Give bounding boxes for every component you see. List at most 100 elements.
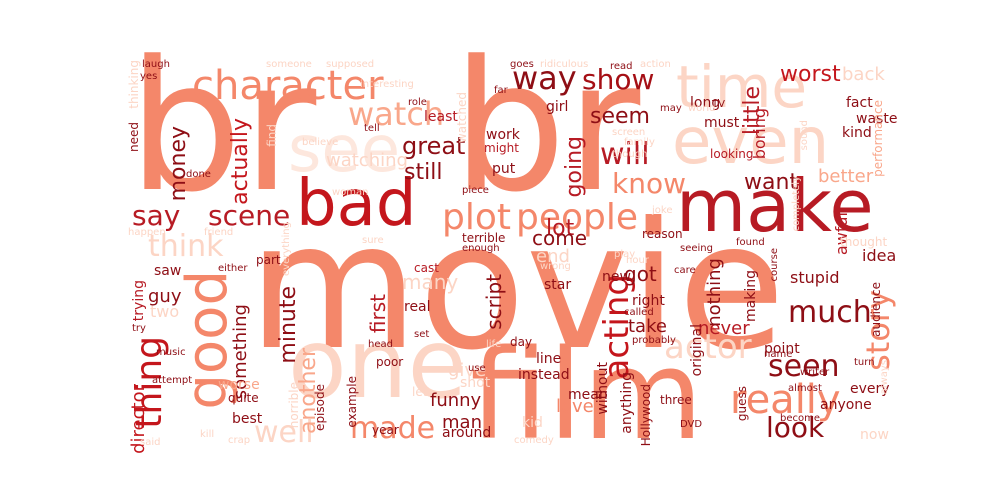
word: see	[288, 113, 401, 187]
word: kid	[522, 415, 543, 431]
word: either	[218, 263, 248, 274]
word: far	[494, 85, 508, 96]
word: need	[127, 122, 141, 152]
word: made	[350, 411, 436, 446]
word: read	[610, 61, 633, 72]
word: happen	[128, 227, 166, 238]
word: want	[744, 170, 799, 195]
word: right	[632, 293, 665, 309]
word: guess	[735, 386, 749, 422]
word: girl	[546, 99, 569, 115]
word: thought	[840, 235, 888, 249]
word: supposed	[326, 59, 375, 70]
word: horrible	[287, 382, 301, 429]
word: seem	[590, 104, 650, 129]
word: come	[532, 226, 588, 250]
word: work	[486, 127, 520, 143]
word: name	[764, 349, 793, 360]
word: original	[689, 324, 705, 377]
word: long	[690, 95, 721, 111]
word: new	[602, 269, 631, 285]
word: tell	[364, 123, 380, 134]
word: trying	[131, 280, 147, 322]
word: worse	[218, 377, 260, 393]
word: idea	[862, 246, 897, 265]
word: nothing	[704, 258, 725, 327]
word: watching	[326, 150, 408, 171]
word: family	[624, 137, 655, 148]
word: say	[132, 199, 181, 232]
word: done	[186, 169, 211, 180]
word: make	[676, 164, 874, 248]
word: enough	[462, 243, 500, 254]
word: man	[442, 412, 482, 433]
word: life	[486, 339, 502, 350]
word: script	[482, 274, 506, 330]
word: look	[766, 411, 825, 444]
word: role	[408, 97, 427, 108]
word: goes	[510, 59, 534, 70]
word: bad	[296, 167, 417, 241]
word: actor	[664, 327, 752, 367]
word: try	[132, 323, 146, 334]
word: year	[372, 423, 399, 437]
word: two	[150, 302, 180, 321]
word: first	[366, 294, 390, 334]
word: may	[660, 103, 682, 114]
word: almost	[788, 383, 822, 394]
word: mean	[568, 387, 608, 403]
word: found	[736, 237, 765, 248]
word: writer	[800, 367, 830, 378]
word: let	[412, 385, 428, 399]
word: called	[624, 307, 654, 318]
word: watch	[348, 95, 445, 133]
word: kill	[200, 429, 215, 440]
word: fact	[846, 95, 873, 111]
word: actually	[228, 118, 253, 205]
word: movie	[248, 186, 786, 389]
word: always	[879, 360, 890, 395]
word: reason	[642, 227, 683, 241]
word: br	[128, 23, 317, 232]
word: world	[688, 103, 716, 114]
word: set	[414, 329, 430, 340]
word: real	[404, 299, 431, 315]
word: terrible	[462, 231, 506, 245]
word: one	[288, 308, 467, 420]
word: ridiculous	[540, 59, 589, 70]
word: way	[512, 59, 577, 97]
word: money	[166, 126, 191, 202]
word: guy	[148, 286, 182, 307]
word: example	[345, 376, 359, 428]
word: action	[640, 59, 671, 70]
word: sure	[362, 235, 384, 246]
word: probably	[632, 335, 676, 346]
word: film	[470, 324, 704, 468]
word: even	[672, 105, 830, 179]
word: great	[402, 132, 466, 160]
word: anyone	[820, 397, 872, 413]
word: might	[484, 141, 519, 155]
word: someone	[266, 59, 312, 70]
word: comedy	[514, 435, 554, 446]
word: poor	[376, 355, 404, 369]
word: yes	[140, 71, 158, 82]
word: hour	[626, 255, 649, 266]
word: said	[140, 437, 161, 448]
word: end	[536, 246, 570, 267]
word: kind	[842, 125, 872, 141]
word: now	[860, 427, 889, 443]
word: attempt	[152, 375, 193, 386]
word: turn	[854, 357, 875, 368]
word: laugh	[142, 59, 170, 70]
word: better	[818, 166, 874, 187]
word: Hollywood	[639, 384, 653, 447]
word: use	[468, 363, 486, 374]
word: care	[674, 265, 696, 276]
word: waste	[856, 111, 898, 127]
word: least	[424, 109, 458, 125]
word: though	[612, 149, 648, 160]
word: give	[448, 360, 487, 381]
word: sound	[799, 120, 810, 151]
